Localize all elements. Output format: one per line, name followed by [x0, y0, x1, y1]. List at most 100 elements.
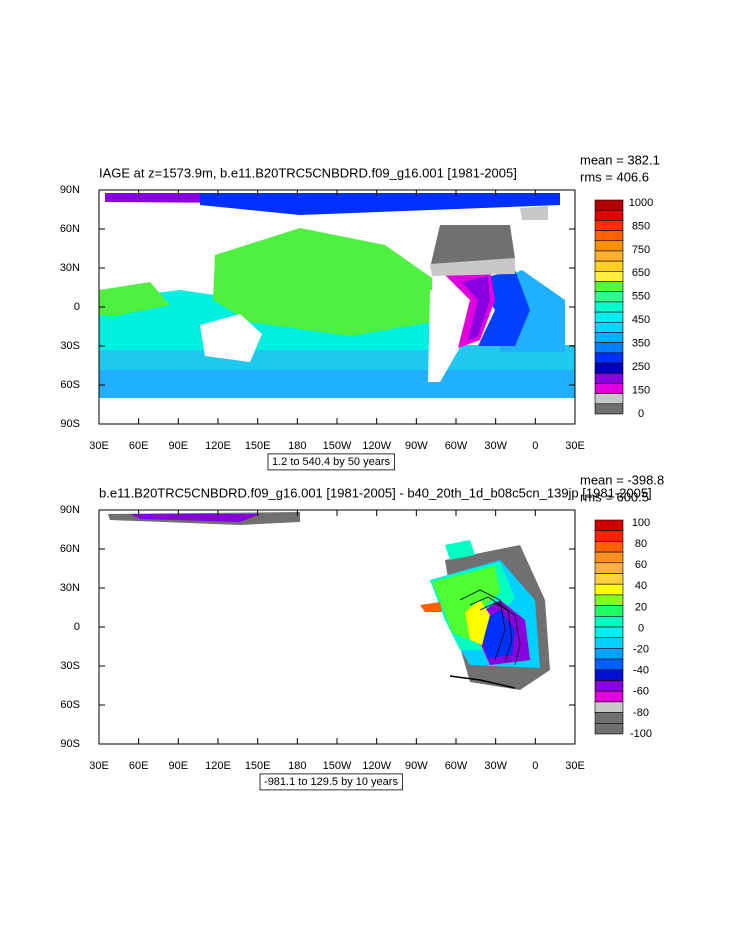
- x-tick-label: 90W: [405, 760, 428, 772]
- colorbar-box: [594, 680, 624, 692]
- x-tick-label: 30E: [565, 440, 585, 452]
- colorbar-box: [594, 393, 624, 405]
- colorbar-label: 60: [635, 559, 647, 571]
- y-tick-label: 30S: [60, 660, 80, 672]
- colorbar-box: [594, 383, 624, 394]
- x-tick-label: 30E: [565, 760, 585, 772]
- map-1-fields: [99, 193, 575, 398]
- map-title: IAGE at z=1573.9m, b.e11.B20TRC5CNBDRD.f…: [99, 165, 517, 180]
- colorbar-box: [594, 362, 624, 374]
- colorbar-box: [594, 669, 624, 681]
- y-tick-label: 0: [74, 301, 80, 313]
- colorbar-box: [594, 658, 624, 671]
- colorbar-label: 1000: [629, 197, 653, 209]
- y-tick-label: 60N: [60, 223, 80, 235]
- colorbar-box: [594, 615, 624, 628]
- x-tick-label: 90E: [169, 440, 189, 452]
- y-tick-label: 30N: [60, 582, 80, 594]
- x-tick-label: 120E: [205, 760, 231, 772]
- x-tick-label: 180: [288, 760, 306, 772]
- colorbar-label: 150: [632, 384, 650, 396]
- note: -981.1 to 129.5 by 10 years: [264, 776, 398, 788]
- colorbar-label: 550: [632, 291, 650, 303]
- colorbar-box: [594, 301, 624, 313]
- x-tick-label: 150E: [245, 440, 271, 452]
- colorbar-box: [594, 637, 624, 649]
- x-tick-label: 60W: [445, 760, 468, 772]
- x-tick-label: 30E: [89, 440, 109, 452]
- note-box: [259, 773, 403, 791]
- colorbar-box: [594, 594, 624, 606]
- colorbar-label: -60: [633, 686, 649, 698]
- colorbar-box: [594, 321, 624, 333]
- y-tick-label: 60S: [60, 379, 80, 391]
- x-tick-label: 60E: [129, 440, 149, 452]
- colorbar-label: -20: [633, 644, 649, 656]
- x-tick-label: 60W: [445, 440, 468, 452]
- y-tick-label: 90N: [60, 504, 80, 516]
- x-tick-label: 30E: [89, 760, 109, 772]
- colorbar-label: 250: [632, 361, 650, 373]
- colorbar-box: [594, 352, 624, 364]
- x-tick-label: 0: [532, 440, 538, 452]
- x-tick-label: 30W: [484, 440, 507, 452]
- map-stat: mean = 382.1: [580, 152, 660, 167]
- colorbar-box: [594, 690, 624, 703]
- x-tick-label: 120E: [205, 440, 231, 452]
- colorbar-box: [594, 519, 624, 531]
- x-tick-label: 180: [288, 440, 306, 452]
- colorbar-box: [594, 605, 624, 617]
- colorbar-label: 80: [635, 538, 647, 550]
- colorbar-box: [594, 583, 624, 596]
- colorbar-label: 0: [638, 408, 644, 420]
- map-stat: mean = -398.8: [580, 472, 664, 487]
- colorbar-label: -80: [633, 707, 649, 719]
- colorbar-box: [594, 573, 624, 585]
- colorbar-label: -40: [633, 665, 649, 677]
- y-tick-label: 90S: [60, 738, 80, 750]
- y-tick-label: 90S: [60, 418, 80, 430]
- colorbar-label: 750: [632, 244, 650, 256]
- map-stat: rms = 406.6: [580, 169, 649, 184]
- y-tick-label: 0: [74, 621, 80, 633]
- colorbar-box: [594, 562, 624, 574]
- x-tick-label: 90W: [405, 440, 428, 452]
- x-tick-label: 0: [532, 760, 538, 772]
- x-tick-label: 30W: [484, 760, 507, 772]
- colorbar-box: [594, 281, 624, 293]
- colorbar-label: 450: [632, 314, 650, 326]
- colorbar-box: [594, 403, 624, 415]
- colorbar-box: [594, 551, 624, 564]
- colorbar-box: [594, 530, 624, 542]
- colorbar-label: 650: [632, 267, 650, 279]
- x-tick-label: 150E: [245, 760, 271, 772]
- colorbar-label: 0: [638, 622, 644, 634]
- colorbar-box: [594, 701, 624, 713]
- y-tick-label: 30N: [60, 262, 80, 274]
- x-tick-label: 150W: [323, 760, 352, 772]
- colorbar-box: [594, 199, 624, 211]
- x-tick-label: 120W: [362, 440, 391, 452]
- colorbar-label: 100: [632, 517, 650, 529]
- colorbar-box: [594, 250, 624, 262]
- colorbar-box: [594, 240, 624, 252]
- colorbar-box: [594, 291, 624, 303]
- colorbar-box: [594, 722, 624, 735]
- colorbar-box: [594, 342, 624, 354]
- colorbar-box: [594, 648, 624, 660]
- x-tick-label: 90E: [169, 760, 189, 772]
- y-tick-label: 60N: [60, 543, 80, 555]
- x-tick-label: 150W: [323, 440, 352, 452]
- y-tick-label: 30S: [60, 340, 80, 352]
- x-tick-label: 120W: [362, 760, 391, 772]
- y-tick-label: 60S: [60, 699, 80, 711]
- colorbar-box: [594, 311, 624, 323]
- y-tick-label: 90N: [60, 184, 80, 196]
- colorbar-label: 40: [635, 580, 647, 592]
- colorbar-label: -100: [630, 728, 652, 740]
- colorbar-box: [594, 220, 624, 231]
- note-box: [267, 453, 395, 471]
- map-stat: rms = 600.5: [580, 489, 649, 504]
- x-tick-label: 60E: [129, 760, 149, 772]
